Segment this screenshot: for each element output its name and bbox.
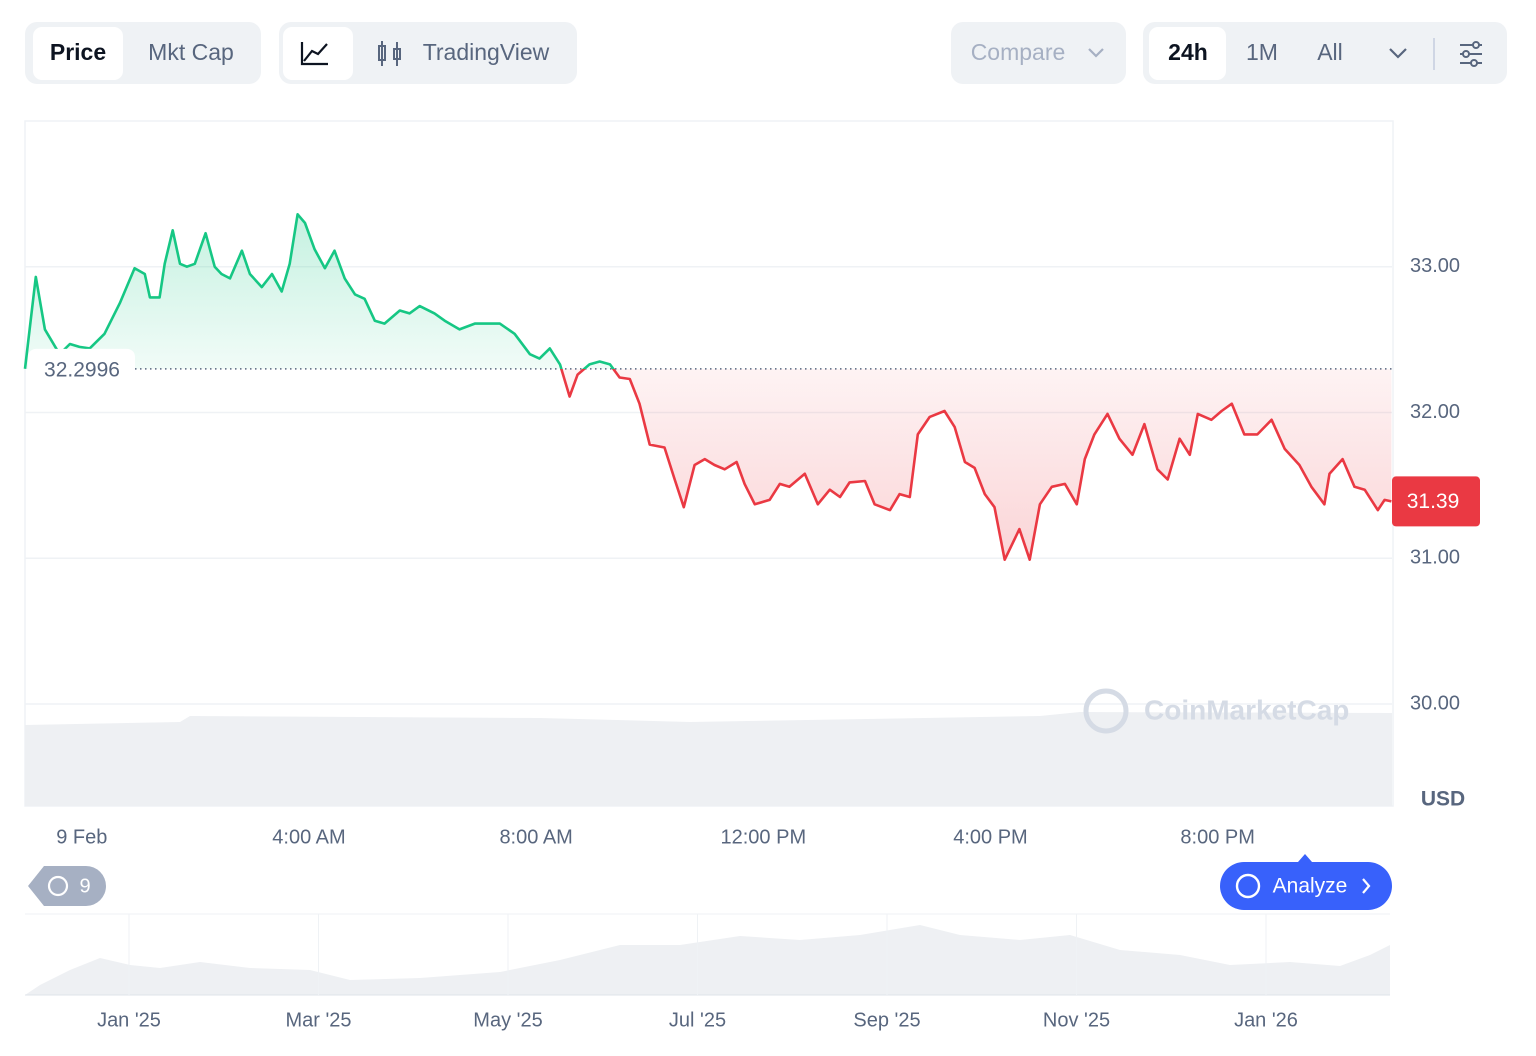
navigator-label: Nov '25: [1043, 1009, 1110, 1031]
analyze-chevron: [1362, 878, 1371, 894]
y-tick-label: 31.00: [1410, 547, 1460, 569]
price-label[interactable]: Price: [50, 39, 106, 65]
volume-area: [25, 712, 1392, 806]
navigator-label: May '25: [473, 1009, 542, 1031]
area-fill: [25, 214, 1392, 560]
x-tick-label: 8:00 PM: [1180, 826, 1254, 848]
chevron: [1088, 48, 1104, 58]
navigator-label: Jan '26: [1234, 1009, 1298, 1031]
y-unit: USD: [1421, 788, 1465, 811]
line-icon: [300, 42, 328, 66]
navigator-area: [25, 925, 1390, 995]
tradingview-button[interactable]: TradingView: [423, 39, 550, 65]
analyze-icon: [1235, 873, 1261, 899]
compare-label[interactable]: Compare: [971, 39, 1066, 65]
range-dropdown[interactable]: [1389, 48, 1407, 59]
reference-label-box: [28, 348, 135, 389]
settings-button[interactable]: [1460, 41, 1482, 67]
range-24h-label[interactable]: 24h: [1168, 39, 1208, 65]
current-price-tag: [1392, 476, 1480, 527]
x-tick-label: 4:00 PM: [953, 826, 1027, 848]
candle-icon: [378, 41, 401, 66]
analyze-button[interactable]: [1220, 862, 1392, 910]
range-all[interactable]: All: [1317, 39, 1343, 65]
current-price-label: 31.39: [1407, 490, 1460, 513]
price-line: [23, 213, 1392, 561]
x-tick-label: 12:00 PM: [721, 826, 807, 848]
navigator-label: Jan '25: [97, 1009, 161, 1031]
y-tick-label: 32.00: [1410, 401, 1460, 423]
price-button[interactable]: [33, 27, 123, 80]
y-tick-label: 30.00: [1410, 692, 1460, 714]
x-tick-label: 8:00 AM: [499, 826, 572, 848]
navigator-label: Mar '25: [285, 1009, 351, 1031]
range-1m[interactable]: 1M: [1246, 39, 1278, 65]
navigator-label: Jul '25: [669, 1009, 726, 1031]
history-icon: [47, 875, 69, 897]
analyze-label[interactable]: Analyze: [1273, 875, 1348, 898]
navigator-label: Sep '25: [853, 1009, 920, 1031]
analyze-pointer: [1298, 854, 1312, 862]
chart-type-group: [279, 22, 577, 84]
x-tick-label: 4:00 AM: [272, 826, 345, 848]
watermark: CoinMarketCap: [1144, 694, 1349, 725]
y-tick-label: 33.00: [1410, 255, 1460, 277]
range-group: [1143, 22, 1507, 84]
x-tick-label: 9 Feb: [56, 826, 107, 848]
reference-label: 32.2996: [44, 358, 120, 381]
range-24h[interactable]: [1149, 27, 1226, 80]
watermark-logo: [1083, 688, 1129, 734]
compare-button[interactable]: [951, 22, 1126, 84]
mkt-cap-button[interactable]: Mkt Cap: [148, 39, 234, 65]
history-count[interactable]: 9: [79, 875, 90, 897]
